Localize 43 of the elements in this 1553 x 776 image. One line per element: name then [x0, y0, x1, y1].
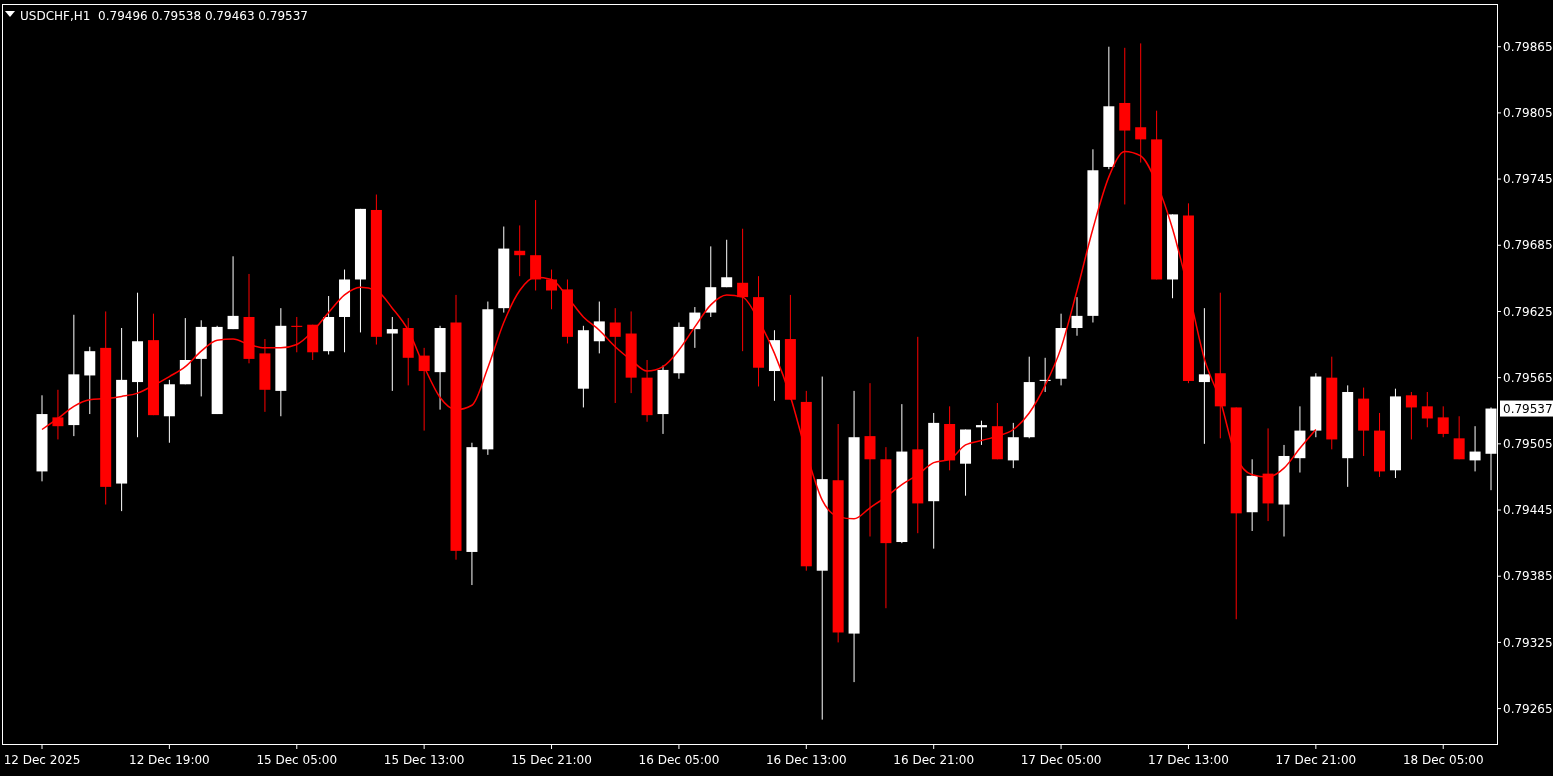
x-tick-label: 12 Dec 2025: [3, 753, 81, 767]
candlestick: [975, 420, 987, 446]
y-tick-label: 0.79625: [1503, 304, 1553, 319]
candlestick: [737, 228, 749, 352]
candlestick: [1007, 422, 1019, 469]
y-tick-label: 0.79685: [1503, 238, 1553, 253]
x-tick-label: 17 Dec 05:00: [1020, 753, 1102, 767]
y-tick-label: 0.79865: [1503, 39, 1553, 54]
y-tick-label: 0.79265: [1503, 701, 1553, 716]
candlestick: [1469, 425, 1481, 472]
y-tick-label: 0.79805: [1503, 106, 1553, 121]
x-tick-label: 15 Dec 13:00: [383, 753, 465, 767]
x-tick-label: 12 Dec 19:00: [129, 753, 210, 767]
candlestick: [386, 316, 398, 392]
y-tick-label: 0.79505: [1503, 437, 1553, 452]
y-tick-label: 0.79325: [1503, 635, 1553, 650]
x-tick-label: 15 Dec 21:00: [511, 753, 592, 767]
x-tick-label: 16 Dec 05:00: [638, 753, 720, 767]
candlestick: [227, 255, 239, 330]
candlestick: [1453, 415, 1465, 460]
x-tick-label: 18 Dec 05:00: [1402, 753, 1484, 767]
candlestick: [546, 269, 558, 310]
y-tick-label: 0.79445: [1503, 503, 1553, 518]
candlestick: [721, 239, 733, 288]
text: 0.79537: [1503, 401, 1553, 416]
x-tick-label: 16 Dec 21:00: [893, 753, 975, 767]
candlestick: [1071, 296, 1083, 337]
candlestick: [609, 307, 621, 404]
x-tick-label: 15 Dec 05:00: [256, 753, 338, 767]
y-tick-label: 0.79745: [1503, 172, 1553, 187]
candlestick: [1198, 307, 1210, 445]
x-tick-label: 17 Dec 13:00: [1148, 753, 1229, 767]
candlestick: [514, 224, 526, 277]
y-tick-label: 0.79385: [1503, 569, 1553, 584]
candlestick: [1437, 405, 1449, 438]
x-tick-label: 17 Dec 21:00: [1275, 753, 1357, 767]
candlestick: [291, 316, 303, 353]
y-tick-label: 0.79565: [1503, 370, 1553, 385]
candlestick: [593, 301, 605, 354]
candlestick: [1405, 391, 1417, 440]
x-tick-label: 16 Dec 13:00: [765, 753, 847, 767]
chart-title: USDCHF,H1 0.79496 0.79538 0.79463 0.79537: [20, 9, 308, 23]
candlestick: [1421, 391, 1433, 428]
